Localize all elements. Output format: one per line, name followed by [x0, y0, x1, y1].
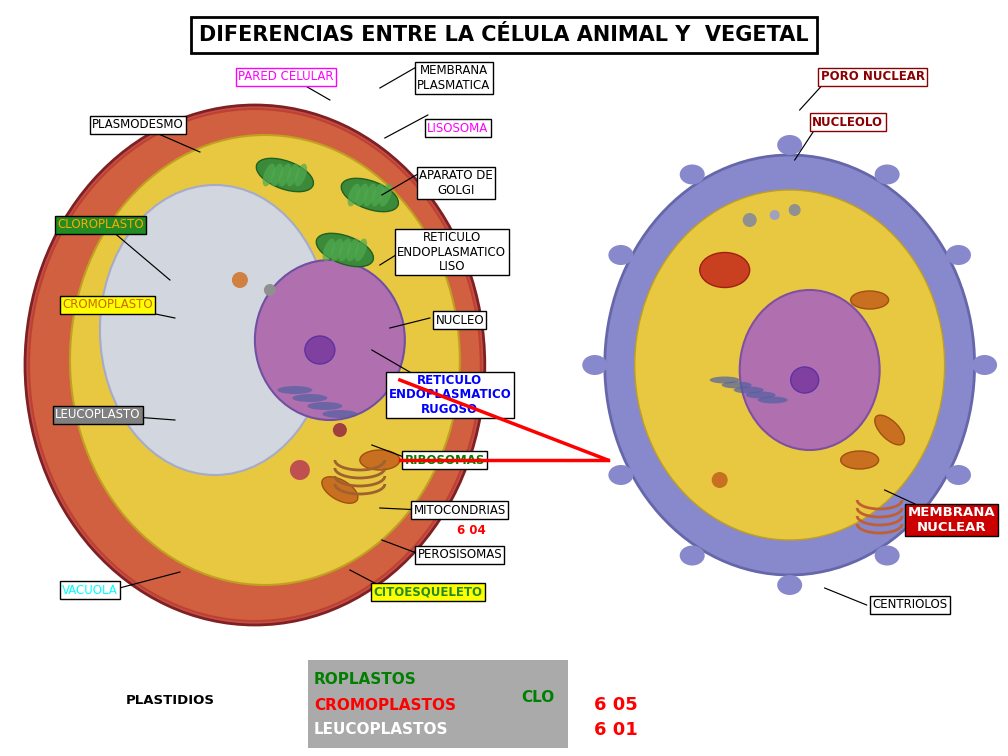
- Ellipse shape: [339, 239, 351, 262]
- Ellipse shape: [348, 184, 360, 206]
- Ellipse shape: [875, 546, 899, 565]
- Ellipse shape: [635, 190, 944, 540]
- Text: PLASMODESMO: PLASMODESMO: [92, 119, 183, 132]
- Text: PEROSISOMAS: PEROSISOMAS: [417, 549, 502, 562]
- Ellipse shape: [294, 163, 307, 187]
- Ellipse shape: [770, 210, 779, 220]
- Ellipse shape: [347, 239, 359, 262]
- Text: VACUOLA: VACUOLA: [61, 584, 118, 596]
- Ellipse shape: [777, 575, 802, 595]
- Ellipse shape: [583, 355, 607, 375]
- Ellipse shape: [355, 239, 367, 262]
- Text: NUCLEO: NUCLEO: [435, 314, 484, 327]
- Ellipse shape: [25, 105, 485, 625]
- Ellipse shape: [342, 178, 398, 212]
- Ellipse shape: [290, 460, 309, 480]
- Ellipse shape: [777, 135, 802, 155]
- Ellipse shape: [946, 245, 971, 265]
- Text: LEUCOPLASTOS: LEUCOPLASTOS: [313, 723, 449, 738]
- Ellipse shape: [292, 394, 328, 402]
- Ellipse shape: [841, 451, 879, 469]
- Ellipse shape: [372, 184, 384, 206]
- Ellipse shape: [264, 284, 276, 296]
- Ellipse shape: [271, 163, 283, 187]
- Ellipse shape: [790, 367, 818, 393]
- Ellipse shape: [360, 450, 400, 470]
- Ellipse shape: [356, 184, 368, 206]
- Ellipse shape: [851, 291, 889, 309]
- Ellipse shape: [278, 163, 291, 187]
- Text: LISOSOMA: LISOSOMA: [427, 122, 489, 135]
- Ellipse shape: [875, 165, 899, 184]
- Ellipse shape: [304, 336, 335, 364]
- Ellipse shape: [700, 253, 750, 287]
- Ellipse shape: [605, 155, 975, 575]
- Ellipse shape: [232, 272, 248, 288]
- Ellipse shape: [609, 465, 633, 485]
- Ellipse shape: [746, 392, 776, 398]
- Ellipse shape: [323, 410, 358, 418]
- Ellipse shape: [722, 382, 752, 389]
- Ellipse shape: [758, 396, 787, 404]
- Ellipse shape: [256, 158, 313, 192]
- Ellipse shape: [307, 402, 343, 410]
- Text: MITOCONDRIAS: MITOCONDRIAS: [413, 503, 506, 516]
- Text: PARED CELULAR: PARED CELULAR: [238, 70, 334, 83]
- Text: RETICULO
ENDOPLASMATICO
LISO: RETICULO ENDOPLASMATICO LISO: [397, 231, 506, 273]
- Text: PORO NUCLEAR: PORO NUCLEAR: [821, 70, 924, 83]
- Ellipse shape: [679, 165, 705, 184]
- Ellipse shape: [331, 239, 343, 262]
- Text: 6 05: 6 05: [594, 696, 637, 714]
- Text: PLASTIDIOS: PLASTIDIOS: [125, 693, 215, 707]
- Text: 6 01: 6 01: [594, 721, 637, 739]
- Text: ROPLASTOS: ROPLASTOS: [313, 673, 416, 687]
- Ellipse shape: [29, 109, 481, 621]
- Ellipse shape: [322, 477, 358, 503]
- Ellipse shape: [70, 135, 460, 585]
- Ellipse shape: [255, 260, 405, 420]
- Ellipse shape: [679, 546, 705, 565]
- Text: LEUCOPLASTO: LEUCOPLASTO: [55, 408, 140, 422]
- Text: APARATO DE
GOLGI: APARATO DE GOLGI: [419, 169, 493, 197]
- Ellipse shape: [317, 234, 373, 267]
- Ellipse shape: [712, 472, 728, 488]
- Text: MEMBRANA
NUCLEAR: MEMBRANA NUCLEAR: [908, 507, 996, 534]
- Ellipse shape: [788, 204, 800, 216]
- Ellipse shape: [734, 386, 764, 394]
- Text: DIFERENCIAS ENTRE LA CÉLULA ANIMAL Y  VEGETAL: DIFERENCIAS ENTRE LA CÉLULA ANIMAL Y VEG…: [199, 25, 808, 45]
- Text: CITOESQUELETO: CITOESQUELETO: [373, 585, 482, 599]
- Ellipse shape: [333, 423, 347, 437]
- Ellipse shape: [364, 184, 376, 206]
- Text: MEMBRANA
PLASMATICA: MEMBRANA PLASMATICA: [417, 64, 491, 91]
- Ellipse shape: [609, 245, 633, 265]
- Text: NUCLEOLO: NUCLEOLO: [812, 116, 883, 129]
- Ellipse shape: [286, 163, 299, 187]
- Ellipse shape: [743, 213, 757, 227]
- Ellipse shape: [972, 355, 997, 375]
- Text: CLO: CLO: [521, 690, 554, 705]
- Text: CENTRIOLOS: CENTRIOLOS: [872, 599, 948, 612]
- Ellipse shape: [946, 465, 971, 485]
- Ellipse shape: [277, 386, 312, 394]
- Text: RETICULO
ENDOPLASMATICO
RUGOSO: RETICULO ENDOPLASMATICO RUGOSO: [388, 374, 511, 416]
- Text: CLOROPLASTO: CLOROPLASTO: [57, 218, 143, 231]
- Ellipse shape: [263, 163, 275, 187]
- Text: CROMOPLASTOS: CROMOPLASTOS: [313, 698, 456, 712]
- Bar: [307, 660, 568, 748]
- Text: 6 04: 6 04: [458, 525, 486, 538]
- Ellipse shape: [380, 184, 392, 206]
- Ellipse shape: [710, 376, 740, 383]
- Text: RIBOSOMAS: RIBOSOMAS: [404, 454, 485, 466]
- Ellipse shape: [875, 415, 904, 445]
- Ellipse shape: [323, 239, 335, 262]
- Text: CROMOPLASTO: CROMOPLASTO: [61, 299, 152, 311]
- Ellipse shape: [740, 290, 880, 450]
- Ellipse shape: [100, 185, 330, 475]
